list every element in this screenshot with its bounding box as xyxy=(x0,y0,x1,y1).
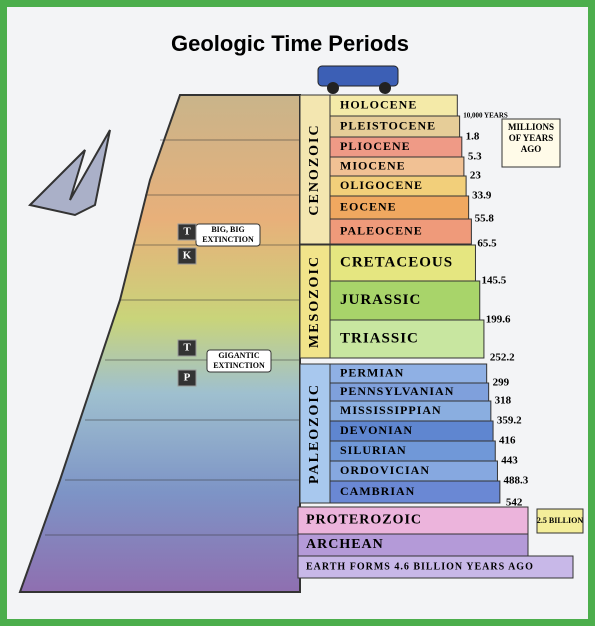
period-age: 5.3 xyxy=(468,151,482,163)
period-name: MISSISSIPPIAN xyxy=(340,403,442,417)
period-age: 23 xyxy=(470,170,482,182)
period-name: PERMIAN xyxy=(340,365,404,379)
period-name: DEVONIAN xyxy=(340,423,413,437)
units-note-box: MILLIONS OF YEARS AGO xyxy=(503,120,559,166)
period-name: PENNSYLVANIAN xyxy=(340,384,454,398)
eon-name: EARTH FORMS 4.6 BILLION YEARS AGO xyxy=(306,561,534,572)
period-age: 299 xyxy=(493,377,510,389)
badge-label: T xyxy=(183,342,191,354)
era-label: MESOZOIC xyxy=(307,255,322,348)
badge-label: P xyxy=(184,372,191,384)
extinction-note: BIG, BIG EXTINCTION xyxy=(196,225,260,245)
period-name: PALEOCENE xyxy=(340,223,423,237)
period-age: 55.8 xyxy=(475,213,495,225)
extinction-note-box: BIG, BIG EXTINCTION xyxy=(196,225,260,247)
period-name: PLEISTOCENE xyxy=(340,118,436,132)
period-name: CRETACEOUS xyxy=(340,254,453,270)
truck-wheel xyxy=(379,82,391,94)
extinction-note-box: GIGANTIC EXTINCTION xyxy=(207,351,271,373)
badge-label: T xyxy=(183,226,191,238)
period-name: HOLOCENE xyxy=(340,97,417,111)
eon-age: 2.5 BILLION xyxy=(537,516,583,525)
period-age: 443 xyxy=(501,455,518,467)
title: Geologic Time Periods xyxy=(171,31,409,56)
era-label: PALEOZOIC xyxy=(307,383,322,484)
period-name: SILURIAN xyxy=(340,443,407,457)
era-label: CENOZOIC xyxy=(307,123,322,215)
period-name: ORDOVICIAN xyxy=(340,463,430,477)
eon-name: PROTEROZOIC xyxy=(306,513,422,528)
units-note: MILLIONS OF YEARS AGO xyxy=(503,120,559,155)
period-age: 252.2 xyxy=(490,352,515,364)
period-age: 10,000 YEARS xyxy=(463,112,508,120)
period-name: TRIASSIC xyxy=(340,330,419,346)
period-age: 33.9 xyxy=(472,190,492,202)
eon-name: ARCHEAN xyxy=(306,537,384,552)
period-name: CAMBRIAN xyxy=(340,484,415,498)
truck-wheel xyxy=(327,82,339,94)
period-age: 65.5 xyxy=(477,238,497,250)
period-age: 318 xyxy=(495,395,512,407)
extinction-note: GIGANTIC EXTINCTION xyxy=(207,351,271,371)
period-age: 359.2 xyxy=(497,415,522,427)
period-age: 416 xyxy=(499,435,516,447)
period-name: PLIOCENE xyxy=(340,139,411,153)
period-name: MIOCENE xyxy=(340,158,406,172)
badge-label: K xyxy=(183,250,192,262)
period-name: JURASSIC xyxy=(340,292,421,308)
period-name: OLIGOCENE xyxy=(340,178,423,192)
page: Geologic Time Periods CENOZOIC HOLOCENE 10… xyxy=(0,0,595,631)
period-name: EOCENE xyxy=(340,199,397,213)
period-age: 488.3 xyxy=(503,475,528,487)
period-age: 145.5 xyxy=(481,275,506,287)
period-age: 199.6 xyxy=(486,314,511,326)
poster: Geologic Time Periods CENOZOIC HOLOCENE 10… xyxy=(0,0,595,626)
period-age: 1.8 xyxy=(466,131,480,143)
